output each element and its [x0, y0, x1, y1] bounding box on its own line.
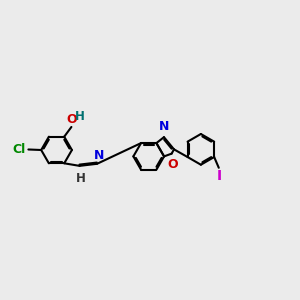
Text: H: H	[75, 172, 85, 185]
Text: O: O	[67, 113, 77, 126]
Text: N: N	[94, 149, 105, 162]
Text: I: I	[217, 169, 222, 183]
Text: O: O	[167, 158, 178, 171]
Text: N: N	[159, 120, 169, 133]
Text: Cl: Cl	[12, 143, 25, 156]
Text: H: H	[75, 110, 85, 123]
